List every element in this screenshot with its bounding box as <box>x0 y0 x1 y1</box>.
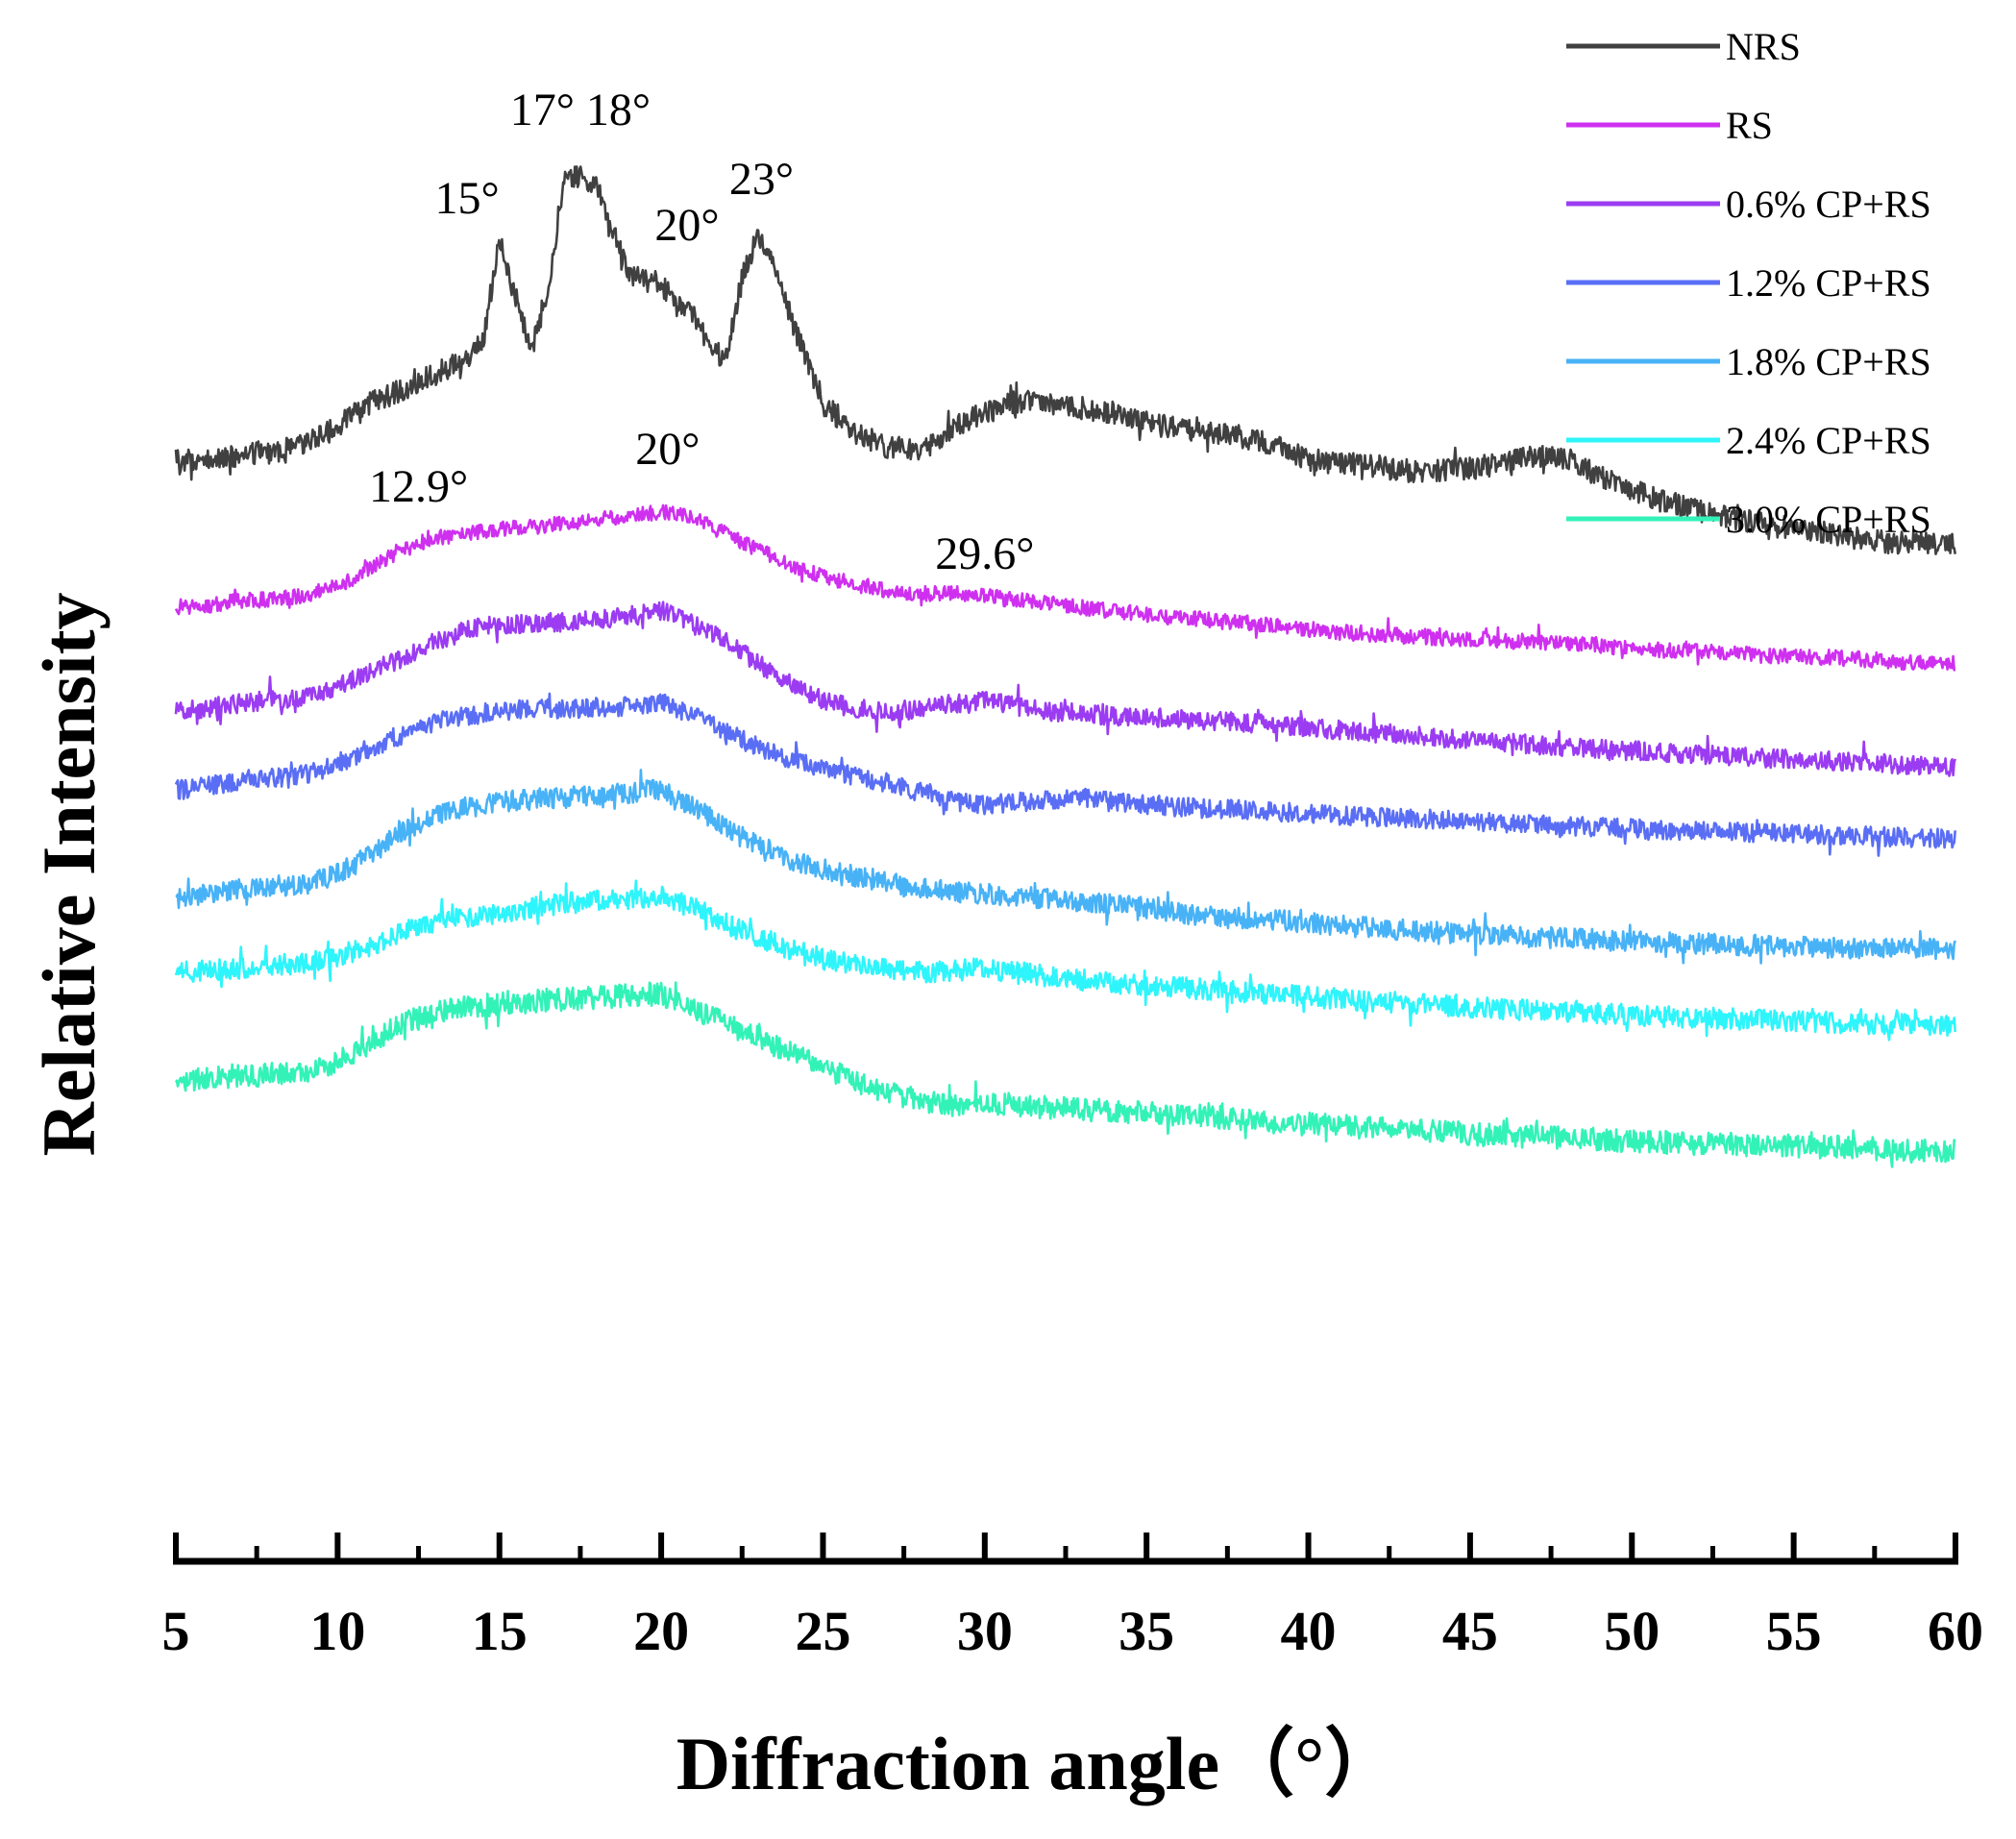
x-tick-label: 35 <box>1119 1600 1174 1662</box>
peak-label: 17° 18° <box>510 85 651 135</box>
trace-2-4-cp-rs <box>174 879 1956 1042</box>
trace-1-8-cp-rs <box>175 769 1956 965</box>
y-axis-title: Relative Intensity <box>27 592 111 1156</box>
x-axis-title: Diffraction angle（°） <box>676 1722 1400 1805</box>
legend-label-3-0-cp-rs: 3.0% CP+RS <box>1726 498 1931 541</box>
legend-label-1-2-cp-rs: 1.2% CP+RS <box>1726 261 1931 305</box>
x-tick-label: 60 <box>1928 1600 1983 1662</box>
x-tick-label: 15 <box>472 1600 528 1662</box>
x-tick-label: 25 <box>795 1600 850 1662</box>
x-axis: 5 10 15 20 25 30 35 40 45 50 55 60 <box>162 1532 1983 1662</box>
trace-1-2-cp-rs <box>174 692 1956 857</box>
legend-label-0-6-cp-rs: 0.6% CP+RS <box>1726 183 1931 226</box>
x-tick-label: 20 <box>633 1600 689 1662</box>
legend-label-1-8-cp-rs: 1.8% CP+RS <box>1726 340 1931 383</box>
peak-annotation-group: 17° 18°15° 23°20°20°12.9°29.6° <box>369 85 1034 579</box>
trace-0-6-cp-rs <box>174 601 1956 777</box>
trace-3-0-cp-rs <box>174 981 1956 1168</box>
x-tick-label: 30 <box>957 1600 1013 1662</box>
peak-label: 20° <box>654 200 719 251</box>
trace-rs <box>174 503 1956 672</box>
legend-label-rs: RS <box>1726 104 1773 147</box>
x-tick-label: 5 <box>162 1600 190 1662</box>
trace-nrs <box>174 165 1956 555</box>
legend-label-nrs: NRS <box>1726 25 1801 68</box>
trace-group <box>174 165 1956 1168</box>
peak-label: 20° <box>635 424 700 475</box>
peak-label: 23° <box>729 154 794 205</box>
x-tick-label: 40 <box>1281 1600 1337 1662</box>
peak-label: 15° <box>434 173 499 224</box>
x-tick-label: 55 <box>1766 1600 1822 1662</box>
x-tick-label: 50 <box>1604 1600 1660 1662</box>
peak-label: 12.9° <box>369 461 468 512</box>
x-tick-label: 10 <box>309 1600 365 1662</box>
peak-label: 29.6° <box>935 528 1034 579</box>
legend: NRS RS 0.6% CP+RS 1.2% CP+RS 1.8% CP+RS 2.4% … <box>1566 25 1931 541</box>
x-tick-label: 45 <box>1442 1600 1498 1662</box>
legend-label-2-4-cp-rs: 2.4% CP+RS <box>1726 419 1931 462</box>
